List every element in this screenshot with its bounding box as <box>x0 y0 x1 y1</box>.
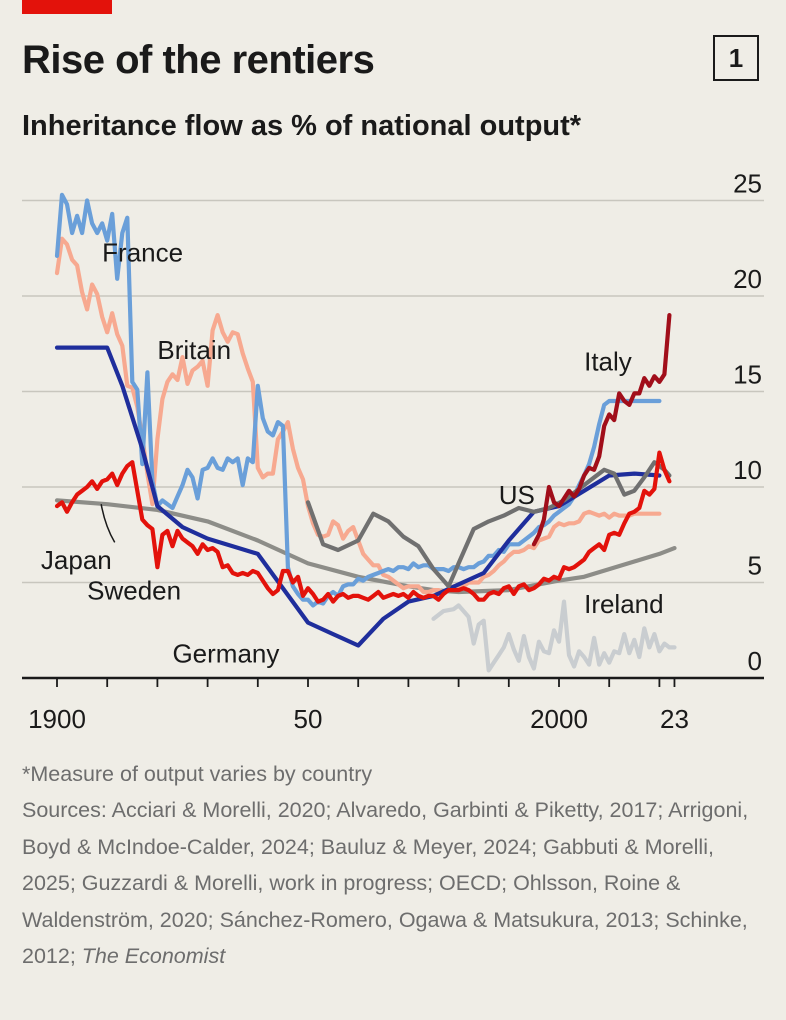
x-tick-label: 2000 <box>530 704 588 734</box>
y-tick-label: 15 <box>733 360 762 390</box>
series-label-japan: Japan <box>41 545 112 575</box>
chart-title: Rise of the rentiers <box>22 38 375 82</box>
footnote-note: *Measure of output varies by country <box>22 762 373 786</box>
sources-text: Sources: Acciari & Morelli, 2020; Alvare… <box>22 798 749 969</box>
series-label-ireland: Ireland <box>584 589 664 619</box>
x-tick-label: 50 <box>294 704 323 734</box>
sources-italic: The Economist <box>81 944 226 969</box>
y-tick-label: 5 <box>748 551 762 581</box>
series-line-us <box>305 460 672 589</box>
brand-red-bar <box>22 0 112 14</box>
series-label-sweden: Sweden <box>87 576 181 606</box>
chart-subtitle: Inheritance flow as % of national output… <box>22 110 582 142</box>
footnote: *Measure of output varies by country Sou… <box>22 756 762 974</box>
y-tick-label: 20 <box>733 264 762 294</box>
series-label-italy: Italy <box>584 346 632 376</box>
x-tick-label: 23 <box>660 704 689 734</box>
y-tick-label: 10 <box>733 455 762 485</box>
japan-pointer-line <box>100 504 116 543</box>
series-line-ireland <box>431 599 677 673</box>
series-label-us: US <box>499 480 535 510</box>
series-label-france: France <box>102 238 183 268</box>
series-line-italy <box>531 313 672 547</box>
series-label-britain: Britain <box>157 335 231 365</box>
series-line-sweden <box>54 450 672 604</box>
y-tick-label: 0 <box>748 646 762 676</box>
y-tick-label: 25 <box>733 169 762 199</box>
x-tick-label: 1900 <box>28 704 86 734</box>
footnote-sources: Sources: Acciari & Morelli, 2020; Alvare… <box>22 792 762 974</box>
chart-number-badge: 1 <box>713 35 759 81</box>
series-label-germany: Germany <box>172 639 279 669</box>
